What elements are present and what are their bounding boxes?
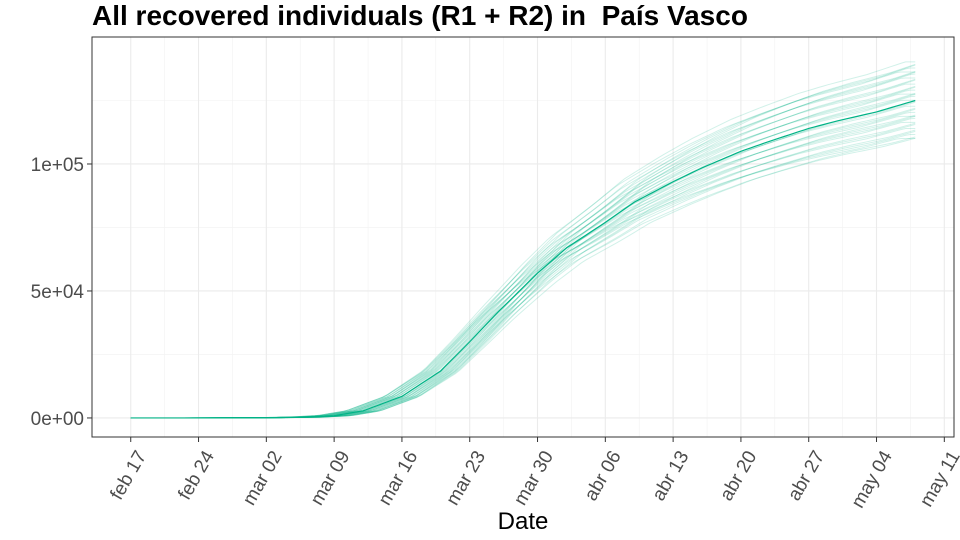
simulation-line [130,122,916,419]
simulation-line [130,111,916,419]
x-tick-label: abr 27 [784,447,829,504]
simulation-line [130,93,916,419]
main-series-path [130,99,916,419]
simulation-line [130,101,916,419]
simulation-lines [130,61,916,419]
simulation-line [130,71,916,419]
x-tick-label: mar 16 [375,447,423,509]
x-tick-label: feb 17 [107,447,152,503]
main-series-line [130,99,916,419]
simulation-line [130,64,916,419]
y-tick-label: 0e+00 [31,409,84,430]
x-axis-title: Date [498,508,549,535]
x-tick-label: abr 20 [716,447,761,504]
simulation-line [130,71,916,419]
x-tick-label: feb 24 [174,447,219,504]
simulation-line [130,73,916,419]
panel-border [91,36,955,438]
simulation-line [130,95,916,419]
x-tick-label: abr 06 [581,447,626,504]
simulation-line [130,61,916,419]
x-tick-label: mar 23 [442,447,490,509]
x-tick-label: mar 09 [307,447,355,509]
simulation-line [130,78,916,419]
grid-lines [92,37,954,437]
simulation-line [130,100,916,419]
simulation-line [130,93,916,419]
x-tick-label: mar 02 [239,447,287,509]
y-tick-label: 5e+04 [31,282,85,303]
x-tick-label: may 11 [916,447,960,510]
simulation-line [130,71,916,419]
x-tick-label: abr 13 [648,447,693,504]
chart-title: All recovered individuals (R1 + R2) in P… [92,0,748,31]
x-tick-label: mar 30 [510,447,558,509]
simulation-line [130,86,916,419]
simulation-line [130,134,916,419]
simulation-line [130,89,916,419]
simulation-line [130,77,916,419]
simulation-line [130,79,916,419]
simulation-line [130,85,916,419]
x-tick-label: may 04 [848,447,898,512]
y-tick-label: 1e+05 [31,155,84,176]
simulation-line [130,63,916,419]
simulation-line [130,92,916,419]
simulation-line [130,123,916,419]
